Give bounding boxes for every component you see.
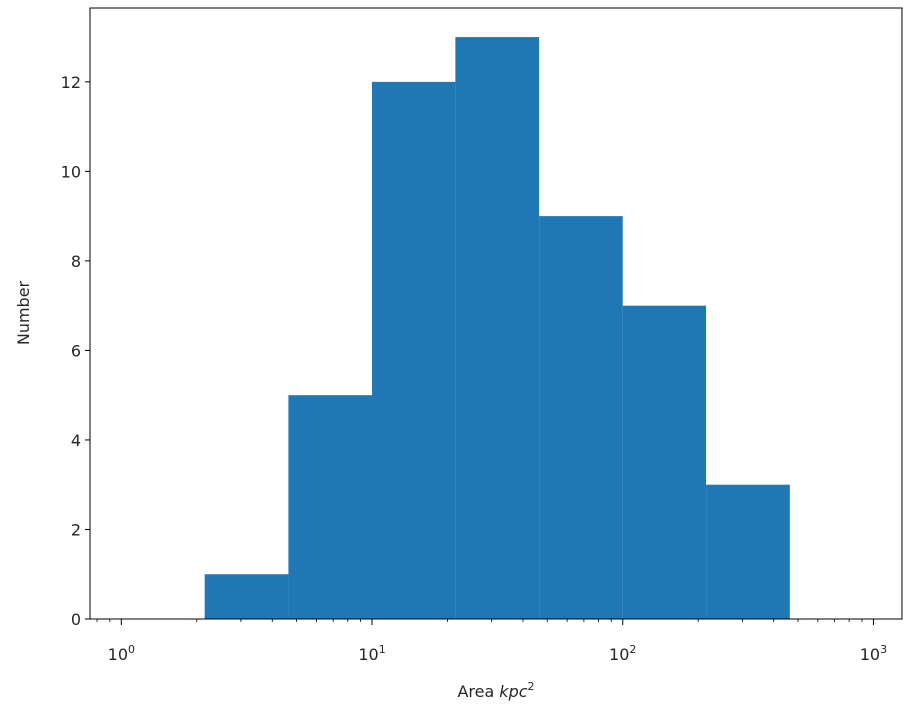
axes-group: 0 2 4 6 8 10 12 100 101 102 103: [61, 7, 903, 664]
y-tick-label: 6: [71, 341, 81, 360]
x-tick-label: 103: [860, 643, 887, 664]
y-tick-label: 8: [71, 252, 81, 271]
histogram-bar-2: [288, 395, 373, 619]
plot-frame: [89, 7, 903, 620]
histogram-bar-1: [204, 574, 289, 619]
y-tick-label: 10: [61, 162, 81, 181]
x-tick-label: 100: [108, 643, 135, 664]
x-axis-label-exponent: 2: [528, 680, 535, 693]
x-axis-label: Area kpc2: [457, 680, 534, 701]
x-axis-label-math: kpc: [499, 682, 527, 701]
y-tick-label: 2: [71, 520, 81, 539]
y-tick-label: 12: [61, 73, 81, 92]
histogram-bar-3: [372, 81, 456, 620]
bars-group: [204, 37, 790, 620]
y-tick-label: 4: [71, 431, 81, 450]
x-tick-label: 101: [358, 643, 385, 664]
y-tick-label: 0: [71, 610, 81, 629]
histogram-bar-4: [455, 37, 540, 620]
histogram-bar-5: [539, 216, 623, 619]
histogram-bar-7: [706, 484, 790, 619]
y-axis-label: Number: [14, 280, 33, 345]
histogram-bar-6: [622, 305, 707, 619]
x-axis-label-text: Area: [457, 682, 494, 701]
x-tick-label: 102: [609, 643, 636, 664]
